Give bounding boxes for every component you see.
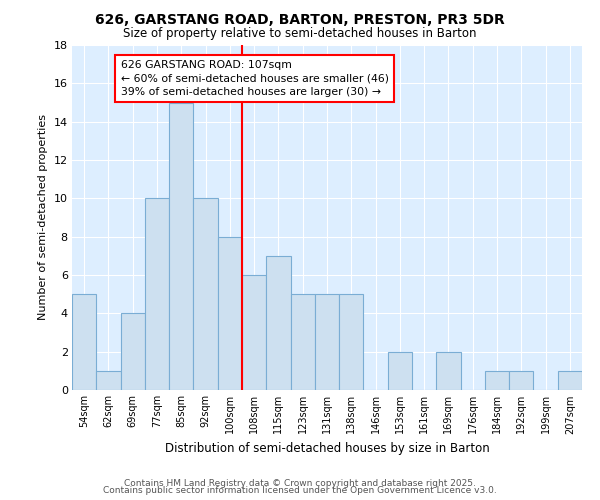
- Bar: [266, 256, 290, 390]
- Bar: [96, 371, 121, 390]
- Bar: [558, 371, 582, 390]
- Bar: [169, 102, 193, 390]
- Text: 626 GARSTANG ROAD: 107sqm
← 60% of semi-detached houses are smaller (46)
39% of : 626 GARSTANG ROAD: 107sqm ← 60% of semi-…: [121, 60, 389, 96]
- Bar: [315, 294, 339, 390]
- Bar: [339, 294, 364, 390]
- Bar: [436, 352, 461, 390]
- Bar: [242, 275, 266, 390]
- Text: Contains public sector information licensed under the Open Government Licence v3: Contains public sector information licen…: [103, 486, 497, 495]
- Bar: [485, 371, 509, 390]
- X-axis label: Distribution of semi-detached houses by size in Barton: Distribution of semi-detached houses by …: [164, 442, 490, 455]
- Bar: [388, 352, 412, 390]
- Bar: [145, 198, 169, 390]
- Text: Size of property relative to semi-detached houses in Barton: Size of property relative to semi-detach…: [123, 28, 477, 40]
- Y-axis label: Number of semi-detached properties: Number of semi-detached properties: [38, 114, 48, 320]
- Bar: [290, 294, 315, 390]
- Bar: [121, 314, 145, 390]
- Text: Contains HM Land Registry data © Crown copyright and database right 2025.: Contains HM Land Registry data © Crown c…: [124, 478, 476, 488]
- Bar: [509, 371, 533, 390]
- Text: 626, GARSTANG ROAD, BARTON, PRESTON, PR3 5DR: 626, GARSTANG ROAD, BARTON, PRESTON, PR3…: [95, 12, 505, 26]
- Bar: [193, 198, 218, 390]
- Bar: [72, 294, 96, 390]
- Bar: [218, 236, 242, 390]
